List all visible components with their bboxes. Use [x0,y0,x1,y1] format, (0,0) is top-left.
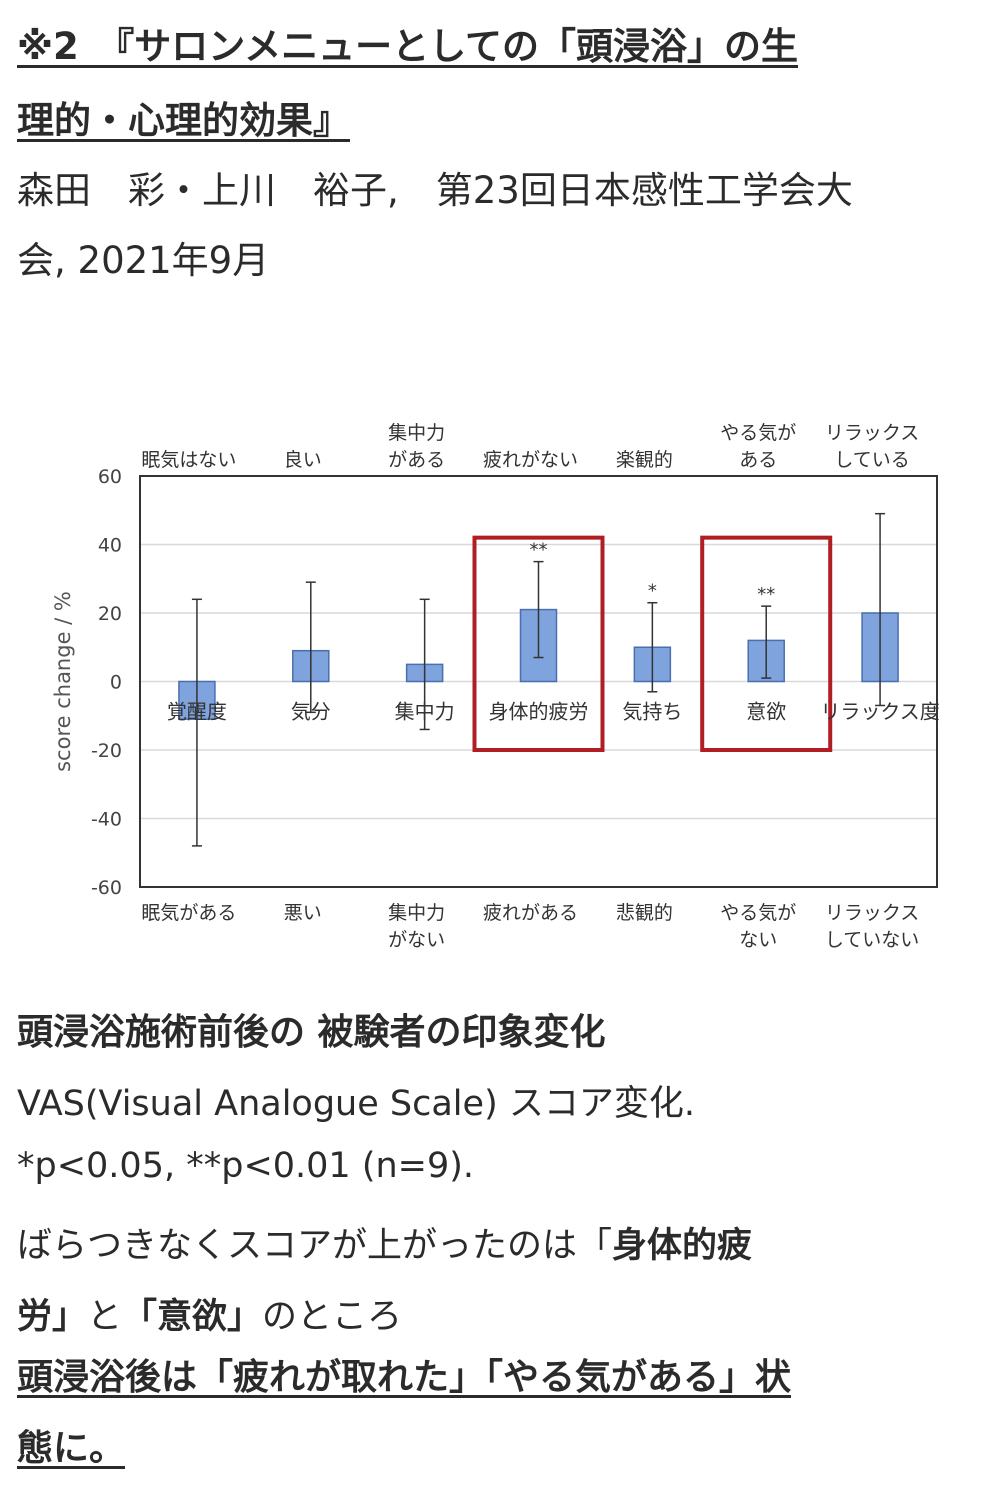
category-label: 意欲 [746,700,786,724]
summary2-bold1: 労」 [17,1297,88,1337]
y-tick-label: 20 [98,603,122,625]
category-label: リラックス度 [820,700,939,724]
top-anchor-label: 楽観的 [616,449,673,471]
bottom-anchor-label: 悲観的 [616,902,673,924]
summary1-bold: 身体的疲 [612,1226,753,1266]
y-tick-label: -60 [91,877,122,899]
top-anchor-label: 眠気はない [141,449,236,471]
y-tick-label: 40 [98,535,122,557]
caption-line-summary1: ばらつきなくスコアが上がったのは「身体的疲 [17,1217,967,1268]
y-tick-label: 0 [110,672,122,694]
summary2-mid: と [87,1297,123,1337]
bottom-anchor-label: 疲れがある [483,902,578,924]
bottom-anchor-label: 眠気がある [141,902,236,924]
category-label: 覚醒度 [167,700,227,724]
bottom-anchor-label: ない [739,929,777,951]
citation-title-text2: 理的・心理的効果』 [17,99,350,142]
conclusion-text1: 頭浸浴後は「疲れが取れた」「やる気がある」状 [17,1357,792,1398]
conclusion-line2: 態に。 [17,1431,967,1467]
bottom-anchor-label: 集中力 [388,902,445,924]
top-anchor-label: リラックス [825,422,919,444]
significance-marker: * [648,581,657,602]
conclusion-line1: 頭浸浴後は「疲れが取れた」「やる気がある」状 [17,1360,967,1396]
top-anchor-label: している [834,449,909,471]
top-anchor-label: がある [388,449,445,471]
citation-authors-line2: 会, 2021年9月 [17,239,270,282]
highlight-box [472,535,605,752]
bottom-anchor-label: していない [825,929,919,951]
top-anchor-label: ある [739,449,777,471]
top-anchor-label: 良い [284,449,322,471]
y-tick-label: -40 [91,809,122,831]
citation-authors-line1: 森田 彩・上川 裕子, 第23回日本感性工学会大 [17,169,853,212]
significance-marker: ** [757,584,775,605]
top-anchor-label: やる気が [720,422,796,444]
caption-line-summary2: 労」と「意欲」のところ [17,1288,967,1339]
significance-marker: ** [530,540,548,561]
summary2-bold2: 「意欲」 [122,1297,263,1337]
vas-bar-chart: 60 40 20 0 -20 -40 -60 score change / % 覚醒度 眠気はない… [51,422,940,951]
highlight-box [700,535,833,752]
summary2-end: のところ [262,1297,403,1337]
category-label: 集中力 [395,700,455,724]
citation-title-line2: 理的・心理的効果』 [17,102,967,139]
citation-title-line1: ※2 『サロンメニューとしての「頭浸浴」の生 [17,28,967,65]
category-label: 気持ち [622,700,682,724]
plot-area-border [139,475,938,888]
y-tick-label: 60 [98,466,122,488]
conclusion-text2: 態に。 [17,1428,126,1469]
y-axis-label: score change / % [51,591,75,772]
caption-line-significance: *p<0.05, **p<0.01 (n=9). [17,1146,475,1186]
summary1-plain: ばらつきなくスコアが上がったのは「 [17,1226,613,1266]
category-label: 気分 [291,700,331,724]
bottom-anchor-label: やる気が [720,902,796,924]
bottom-anchor-label: 悪い [284,902,322,924]
top-anchor-label: 疲れがない [483,449,578,471]
caption-title: 頭浸浴施術前後の 被験者の印象変化 [17,1012,606,1053]
bottom-anchor-label: リラックス [825,902,919,924]
category-label: 身体的疲労 [489,700,589,724]
y-tick-label: -20 [91,740,122,762]
top-anchor-label: 集中力 [388,422,445,444]
citation-title-text1: ※2 『サロンメニューとしての「頭浸浴」の生 [17,25,798,68]
bottom-anchor-label: がない [388,929,445,951]
caption-line-vas: VAS(Visual Analogue Scale) スコア変化. [17,1084,695,1124]
